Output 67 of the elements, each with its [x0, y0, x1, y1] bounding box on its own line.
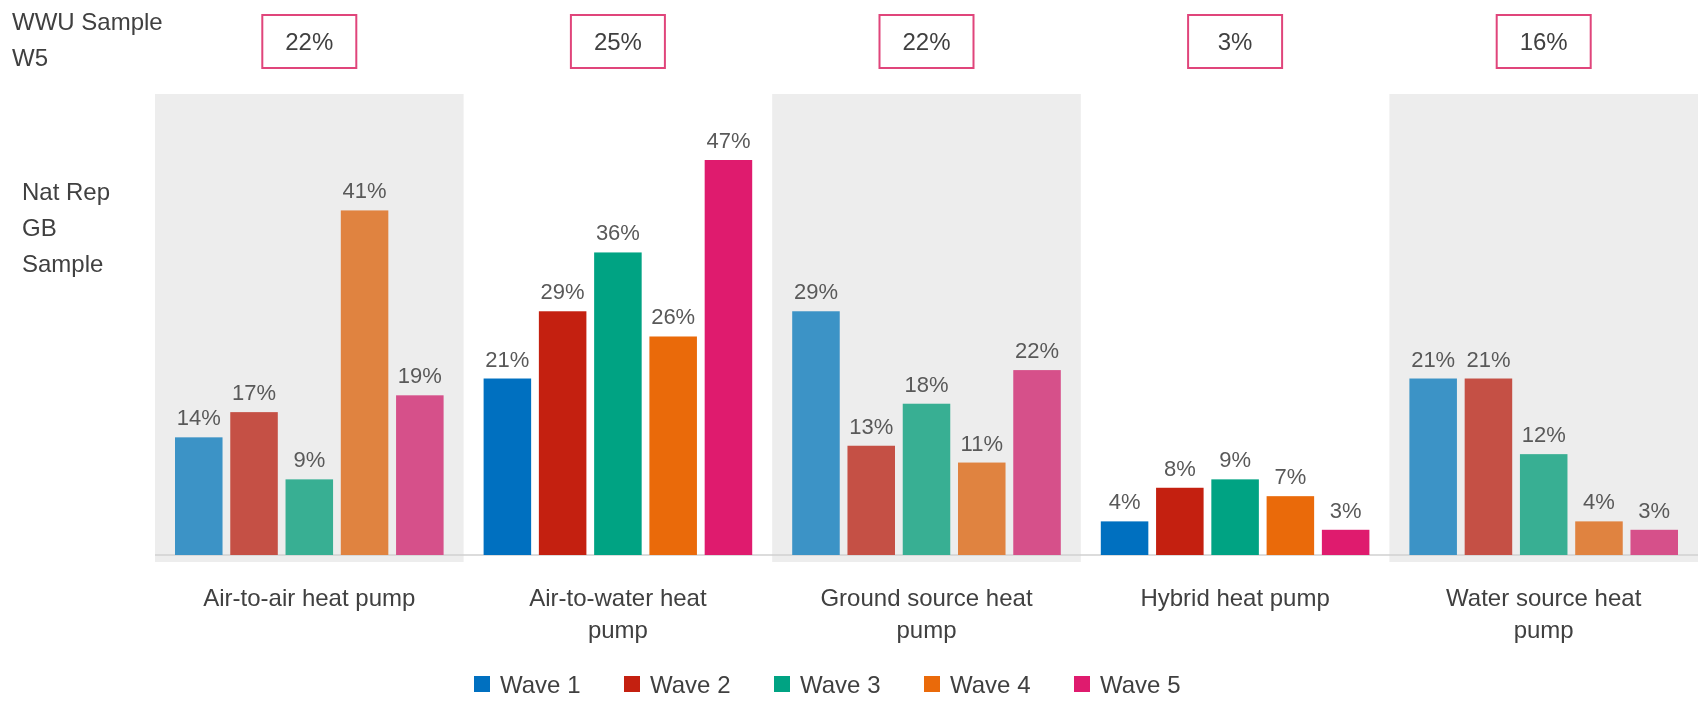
data-label: 9%	[1219, 447, 1251, 473]
text: 22%	[285, 28, 334, 55]
data-label: 17%	[232, 380, 277, 406]
bar	[902, 403, 951, 555]
bar	[396, 395, 444, 555]
bar	[1156, 487, 1204, 555]
data-label: 21%	[1411, 346, 1456, 372]
bar	[704, 160, 753, 555]
legend-label: Wave 4	[950, 671, 1031, 698]
bar	[594, 252, 642, 555]
bar	[1575, 521, 1623, 555]
x-tick-label: Air-to-water heat pump	[529, 584, 707, 643]
data-label: 22%	[1015, 338, 1060, 364]
data-label: 21%	[485, 346, 530, 372]
legend-label: Wave 5	[1100, 671, 1181, 698]
data-label: 19%	[397, 363, 442, 389]
x-tick-label: Ground source heat pump	[820, 584, 1033, 643]
data-label: 13%	[849, 413, 894, 439]
legend-label: Wave 1	[500, 671, 581, 698]
data-label: 12%	[1521, 422, 1566, 448]
data-label: 41%	[342, 178, 387, 204]
bar	[649, 336, 697, 555]
data-label: 18%	[904, 371, 949, 397]
data-label: 4%	[1583, 489, 1615, 515]
bar	[1630, 529, 1678, 555]
data-label: 26%	[651, 304, 696, 330]
text: Nat Rep GB Sample	[22, 178, 111, 277]
bar	[792, 311, 840, 555]
text: WWU Sample W5	[12, 8, 163, 71]
bar	[538, 311, 587, 555]
data-label: 3%	[1329, 497, 1362, 523]
bar	[340, 210, 389, 555]
data-label: 21%	[1466, 346, 1511, 372]
text: 22%	[902, 28, 951, 55]
data-label: 29%	[540, 279, 585, 305]
bar	[483, 378, 532, 555]
data-label: 11%	[960, 430, 1003, 456]
bar	[175, 437, 223, 555]
bar	[847, 445, 895, 555]
data-label: 8%	[1163, 455, 1196, 481]
data-label: 9%	[293, 447, 326, 473]
data-label: 7%	[1274, 464, 1307, 490]
data-label: 4%	[1108, 489, 1141, 515]
bar	[1409, 378, 1457, 555]
legend-label: Wave 2	[650, 671, 731, 698]
bar	[1211, 479, 1259, 555]
bar	[1321, 529, 1370, 555]
x-tick-label: Water source heat pump	[1446, 584, 1642, 643]
bar	[1266, 496, 1315, 555]
bar	[1464, 378, 1513, 555]
data-label: 3%	[1638, 497, 1671, 523]
bar	[1100, 521, 1149, 555]
legend-label: Wave 3	[800, 671, 881, 698]
bar	[958, 462, 1006, 555]
bar	[1013, 370, 1061, 555]
x-tick-label: Air-to-air heat pump	[203, 584, 416, 611]
text: 16%	[1519, 28, 1568, 55]
data-label: 36%	[595, 220, 640, 246]
data-label: 14%	[176, 405, 221, 431]
text: 25%	[593, 28, 642, 55]
text: 3%	[1217, 28, 1253, 55]
data-label: 47%	[706, 128, 751, 153]
bar	[1519, 454, 1568, 555]
bar	[230, 412, 278, 555]
data-label: 29%	[793, 279, 838, 305]
bar	[285, 479, 334, 555]
x-tick-label: Hybrid heat pump	[1140, 584, 1330, 611]
